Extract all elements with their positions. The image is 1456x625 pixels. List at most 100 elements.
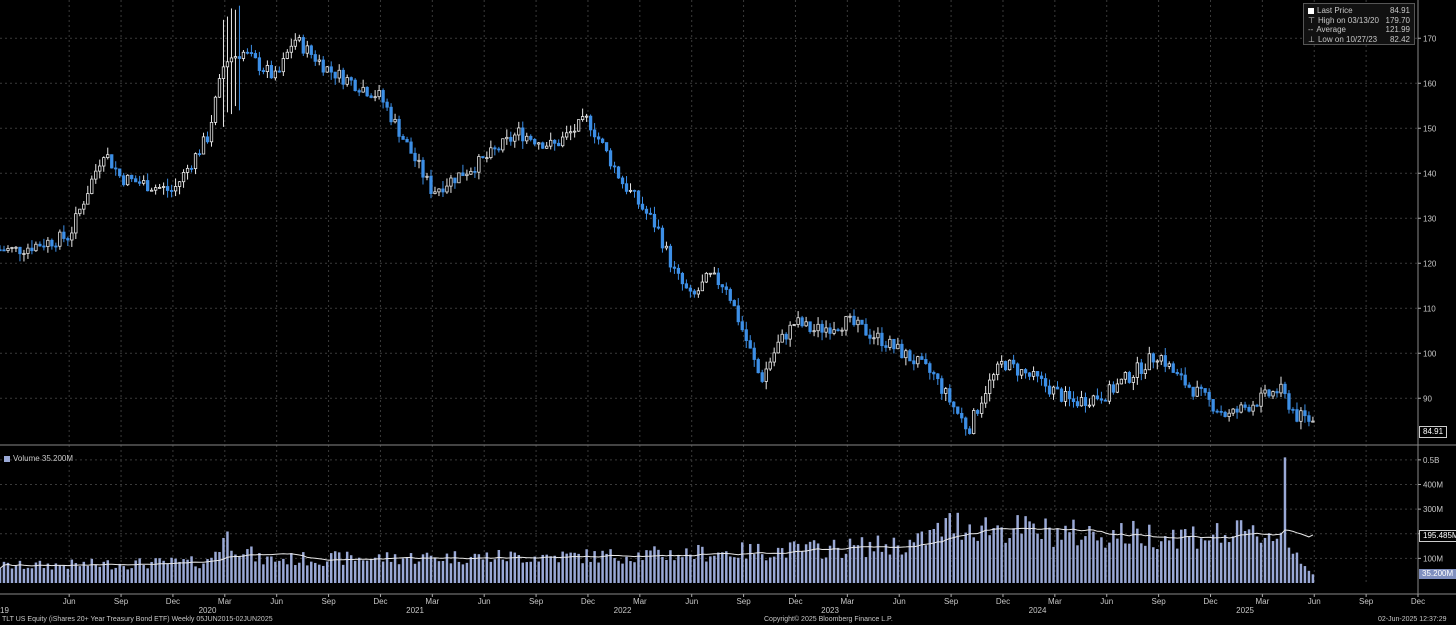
volume-bar xyxy=(681,557,684,583)
candle-body xyxy=(1107,384,1112,402)
volume-bar xyxy=(621,563,624,583)
volume-average-tag: 195.485M xyxy=(1419,530,1456,542)
volume-bar xyxy=(318,564,321,583)
volume-bar xyxy=(725,551,728,583)
volume-bar xyxy=(868,541,872,583)
volume-bar xyxy=(553,555,556,583)
volume-bar xyxy=(465,562,469,583)
volume-bar xyxy=(589,561,592,583)
volume-bar xyxy=(46,563,50,583)
candle-body xyxy=(293,39,297,47)
volume-bar xyxy=(920,531,924,583)
volume-bar xyxy=(1044,518,1047,583)
candle-body xyxy=(1143,369,1147,374)
candle-body xyxy=(860,319,864,325)
candle-body xyxy=(944,388,948,394)
candle-body xyxy=(804,321,808,327)
candle-body xyxy=(1203,388,1207,393)
price-tick-label: 150 xyxy=(1423,124,1437,133)
candle-body xyxy=(485,157,489,160)
candle-body xyxy=(772,352,776,363)
volume-moving-average-line xyxy=(0,527,1314,569)
volume-bar xyxy=(186,559,189,583)
volume-bar xyxy=(617,560,620,583)
candle-body xyxy=(1111,384,1116,393)
volume-bar xyxy=(337,552,341,583)
candle-body xyxy=(1271,391,1275,397)
volume-bar xyxy=(82,561,86,583)
candle-body xyxy=(1235,408,1239,413)
candle-body xyxy=(38,243,42,247)
candle-body xyxy=(114,167,118,170)
time-tick-label: Jun xyxy=(893,597,906,606)
volume-bar xyxy=(238,556,241,583)
time-tick-label: Jun xyxy=(63,597,76,606)
volume-bar xyxy=(497,549,501,583)
volume-tick-label: 100M xyxy=(1423,554,1443,563)
volume-bar xyxy=(489,561,493,583)
volume-tick-label: 400M xyxy=(1423,480,1443,489)
volume-bar xyxy=(206,559,209,583)
candle-body xyxy=(920,356,924,360)
volume-bar xyxy=(1311,574,1315,583)
volume-bar xyxy=(649,550,652,583)
volume-bar xyxy=(533,556,536,583)
candle-body xyxy=(832,329,836,334)
volume-bar xyxy=(1203,540,1207,583)
year-label: 2019 xyxy=(0,606,9,615)
volume-bar xyxy=(222,537,225,583)
volume-bar xyxy=(585,549,588,583)
candle-body xyxy=(1103,399,1108,402)
time-tick-label: Sep xyxy=(736,597,751,606)
volume-bar xyxy=(745,558,748,583)
volume-bar xyxy=(1124,543,1127,583)
candle-body xyxy=(1123,372,1127,380)
volume-bar xyxy=(298,562,301,583)
volume-bar xyxy=(1223,535,1227,583)
time-tick-label: Sep xyxy=(321,597,336,606)
volume-bar xyxy=(653,546,656,583)
volume-bar xyxy=(1175,548,1179,583)
volume-bar xyxy=(565,553,568,583)
candle-body xyxy=(1231,408,1235,414)
volume-bar xyxy=(1100,537,1103,583)
candle-body xyxy=(688,287,693,292)
candle-body xyxy=(517,127,521,136)
candle-body xyxy=(66,238,70,241)
volume-bar xyxy=(1056,528,1059,583)
volume-bar xyxy=(964,532,967,583)
volume-bar xyxy=(449,563,453,583)
volume-bar xyxy=(461,564,465,583)
candle-body xyxy=(1287,393,1291,410)
volume-bar xyxy=(760,554,764,583)
candle-body xyxy=(592,129,597,138)
candle-body xyxy=(960,412,964,419)
volume-bar xyxy=(270,556,273,583)
volume-bar xyxy=(62,565,66,583)
volume-bar xyxy=(214,551,217,583)
candle-body xyxy=(541,142,545,149)
volume-bar xyxy=(792,541,796,583)
candle-body xyxy=(317,59,321,62)
volume-bar xyxy=(932,528,936,583)
volume-bar xyxy=(1120,523,1123,583)
volume-bar xyxy=(1020,533,1023,583)
candle-body xyxy=(1275,391,1279,394)
candle-body xyxy=(86,193,90,205)
volume-bar xyxy=(413,563,417,583)
candle-body xyxy=(708,272,712,275)
candle-body xyxy=(916,356,920,365)
candle-body xyxy=(612,165,617,168)
candle-body xyxy=(684,283,689,289)
footer-timestamp: 02-Jun-2025 12:37:29 xyxy=(1378,616,1447,623)
volume-bar xyxy=(1199,538,1203,583)
price-legend: Last Price 84.91 ⊤ High on 03/13/20 179.70 … xyxy=(1303,3,1415,45)
volume-bar xyxy=(840,557,844,583)
candle-body xyxy=(289,45,293,53)
volume-bar xyxy=(258,553,261,583)
volume-bar xyxy=(1211,534,1215,583)
candle-body xyxy=(1259,392,1263,407)
candle-body xyxy=(1243,404,1247,408)
volume-bar xyxy=(637,552,640,583)
candle-body xyxy=(110,154,114,169)
